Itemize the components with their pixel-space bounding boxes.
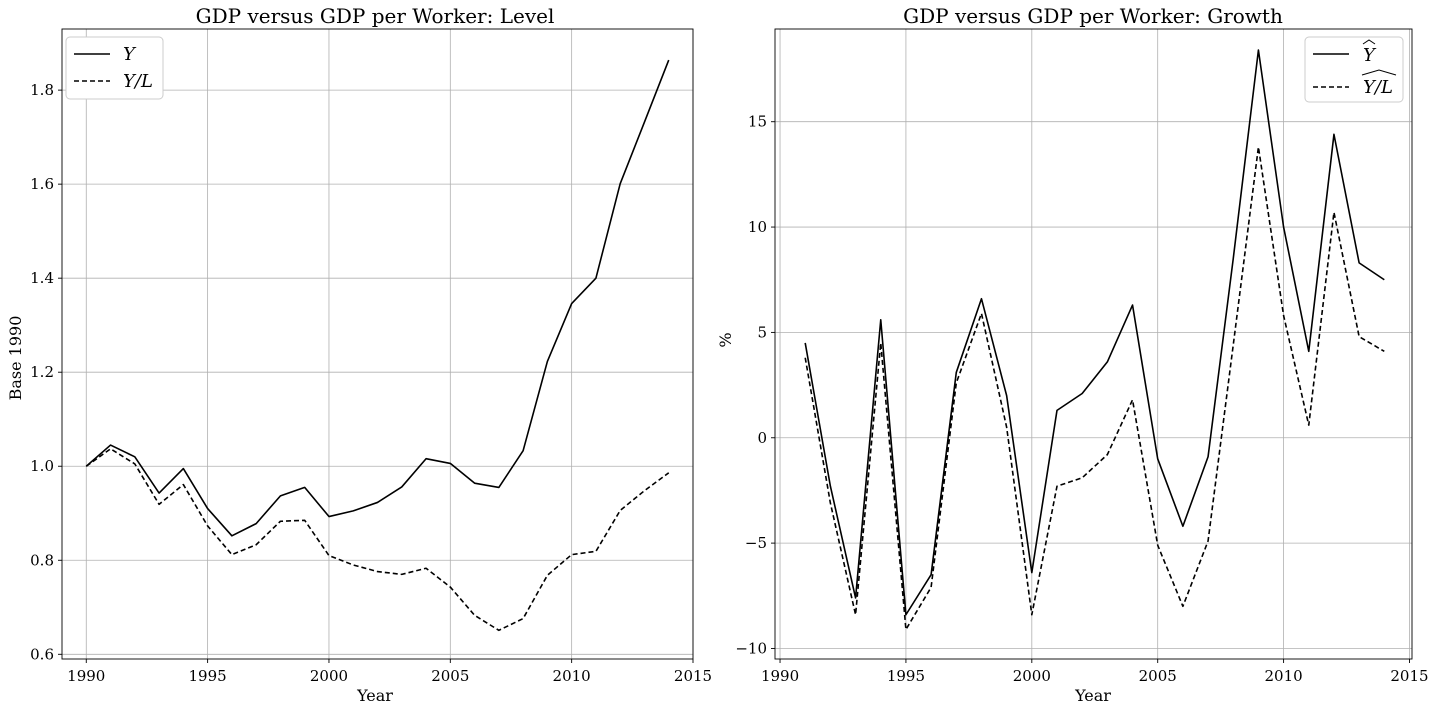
level-xtick-label: 2015 — [674, 667, 712, 685]
level-legend-box — [65, 36, 164, 100]
level-ytick-label: 1.8 — [30, 81, 54, 99]
level-legend-label-yl: Y/L — [123, 71, 153, 92]
growth-chart-ylabel: % — [716, 332, 735, 347]
growth-xtick-label: 2000 — [1013, 667, 1051, 685]
level-plot-area: 1990 1995 2000 2005 2010 2015 0.6 0.8 1.0 1.2 1.4 1… — [30, 28, 712, 685]
growth-xtick-label: 2010 — [1264, 667, 1302, 685]
growth-ytick-label: 0 — [757, 429, 767, 447]
growth-plot-area: 1990 1995 2000 2005 2010 2015 −10 −5 0 5 10 15 — [735, 28, 1429, 685]
growth-ytick-label: 10 — [748, 218, 767, 236]
growth-legend-label-yhat: Y — [1362, 39, 1377, 66]
level-ytick-label: 1.2 — [30, 363, 54, 381]
level-legend-label-y: Y — [123, 44, 137, 65]
growth-series-y-line — [804, 49, 1385, 616]
level-xtick-label: 1990 — [67, 667, 105, 685]
growth-axes-frame — [774, 28, 1413, 660]
level-ytick-label: 1.0 — [30, 457, 54, 475]
growth-chart-title: GDP versus GDP per Worker: Growth — [903, 4, 1283, 28]
level-xtick-label: 1995 — [189, 667, 227, 685]
growth-chart: 1990 1995 2000 2005 2010 2015 −10 −5 0 5 10 15 GDP … — [716, 4, 1429, 705]
growth-xtick-label: 2005 — [1139, 667, 1177, 685]
level-ytick-label: 0.6 — [30, 645, 54, 663]
svg-text:Y/L: Y/L — [1363, 77, 1393, 98]
growth-ytick-label: 5 — [757, 323, 767, 341]
level-ytick-label: 1.6 — [30, 175, 54, 193]
growth-chart-legend: Y Y/L — [1304, 36, 1404, 103]
growth-ytick-label: −5 — [745, 534, 767, 552]
level-chart-ylabel: Base 1990 — [6, 316, 25, 401]
level-xtick-label: 2010 — [553, 667, 591, 685]
level-chart-legend: Y Y/L — [65, 36, 164, 100]
growth-xtick-label: 2015 — [1390, 667, 1428, 685]
growth-series-yl-line — [804, 146, 1385, 631]
level-ytick-label: 0.8 — [30, 551, 54, 569]
level-chart-title: GDP versus GDP per Worker: Level — [196, 4, 555, 28]
growth-chart-xlabel: Year — [1074, 686, 1111, 705]
level-chart: 1990 1995 2000 2005 2010 2015 0.6 0.8 1.0 1.2 1.4 1… — [6, 4, 712, 705]
level-series-yl-line — [85, 448, 670, 632]
level-xtick-label: 2000 — [310, 667, 348, 685]
svg-text:Y: Y — [1363, 45, 1377, 66]
level-axes-frame — [61, 28, 694, 660]
growth-legend-label-ylhat: Y/L — [1361, 69, 1397, 98]
level-chart-xlabel: Year — [356, 686, 393, 705]
level-xtick-label: 2005 — [431, 667, 469, 685]
level-ytick-label: 1.4 — [30, 269, 54, 287]
growth-xtick-label: 1995 — [887, 667, 925, 685]
growth-ytick-label: 15 — [748, 113, 767, 131]
growth-ytick-label: −10 — [735, 639, 767, 657]
growth-xtick-label: 1990 — [761, 667, 799, 685]
level-series-y-line — [85, 59, 670, 537]
